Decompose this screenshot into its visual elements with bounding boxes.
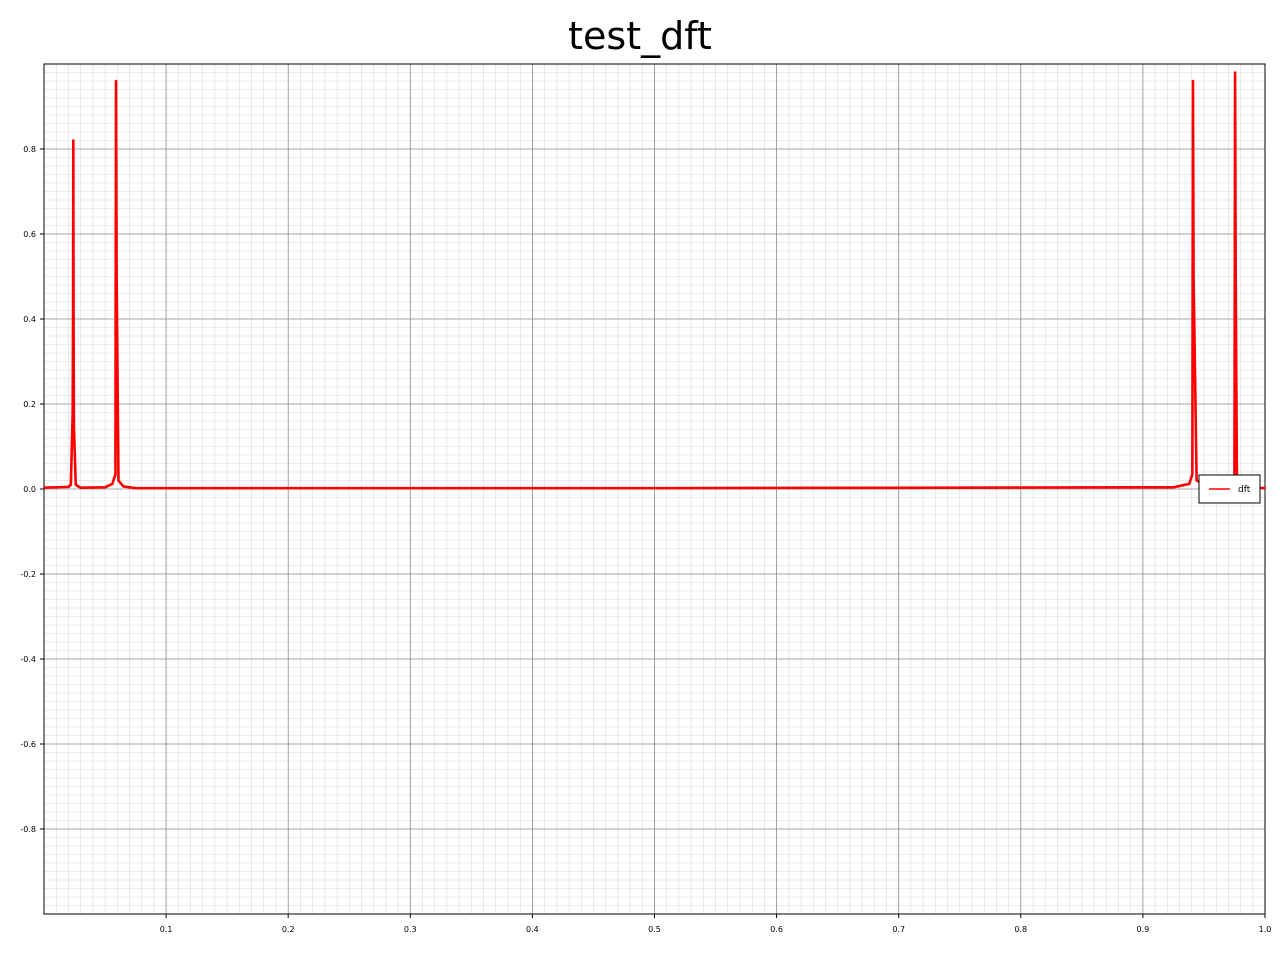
legend-label: dft (1238, 485, 1251, 495)
data-point (1264, 487, 1266, 490)
x-tick-label: 0.5 (648, 925, 661, 934)
y-axis: 0.8 0.6 0.4 0.2 0.0 -0.2 -0.4 -0.6 -0.8 (20, 145, 44, 834)
data-point (69, 483, 72, 486)
data-point (1195, 479, 1198, 482)
data-point (74, 483, 77, 486)
data-point (71, 411, 74, 414)
x-tick-label: 1.0 (1259, 925, 1272, 934)
data-point (134, 487, 137, 490)
data-point (1192, 80, 1194, 82)
x-tick-label: 0.6 (770, 925, 783, 934)
data-point (72, 139, 75, 142)
x-tick-label: 0.9 (1137, 925, 1150, 934)
data-point (73, 424, 75, 427)
data-point (122, 485, 125, 488)
x-tick-label: 0.2 (282, 925, 295, 934)
x-tick-label: 0.7 (892, 925, 905, 934)
data-point (1192, 275, 1195, 278)
data-point (1188, 483, 1191, 485)
y-tick-label: -0.6 (20, 740, 36, 749)
y-tick-label: -0.2 (20, 570, 36, 579)
data-point (115, 80, 117, 82)
x-tick-label: 0.3 (404, 925, 417, 934)
y-tick-label: 0.2 (23, 400, 36, 409)
data-point (79, 486, 82, 489)
y-tick-label: 0.0 (23, 485, 36, 494)
y-tick-label: 0.6 (23, 230, 36, 239)
data-point (1172, 486, 1175, 489)
data-point (115, 275, 118, 278)
legend: dft (1198, 474, 1261, 504)
chart-title: test_dft (568, 14, 712, 58)
data-point (1234, 71, 1236, 74)
data-point (114, 473, 117, 476)
y-tick-label: -0.8 (20, 825, 36, 834)
data-point (1191, 473, 1194, 476)
x-tick-label: 0.1 (160, 925, 173, 934)
data-point (72, 309, 75, 312)
data-point (653, 487, 656, 490)
x-axis: 0.1 0.2 0.3 0.4 0.5 0.6 0.7 0.8 0.9 1.0 (160, 914, 1272, 934)
data-point (67, 485, 70, 488)
y-tick-label: 0.4 (23, 315, 36, 324)
x-tick-label: 0.4 (526, 925, 539, 934)
data-point (104, 486, 106, 489)
data-point (111, 483, 114, 485)
data-point (1234, 275, 1237, 278)
data-point (43, 486, 45, 489)
y-tick-label: 0.8 (23, 145, 36, 154)
y-tick-label: -0.4 (20, 655, 36, 664)
data-point (117, 479, 120, 482)
x-tick-label: 0.8 (1014, 925, 1027, 934)
